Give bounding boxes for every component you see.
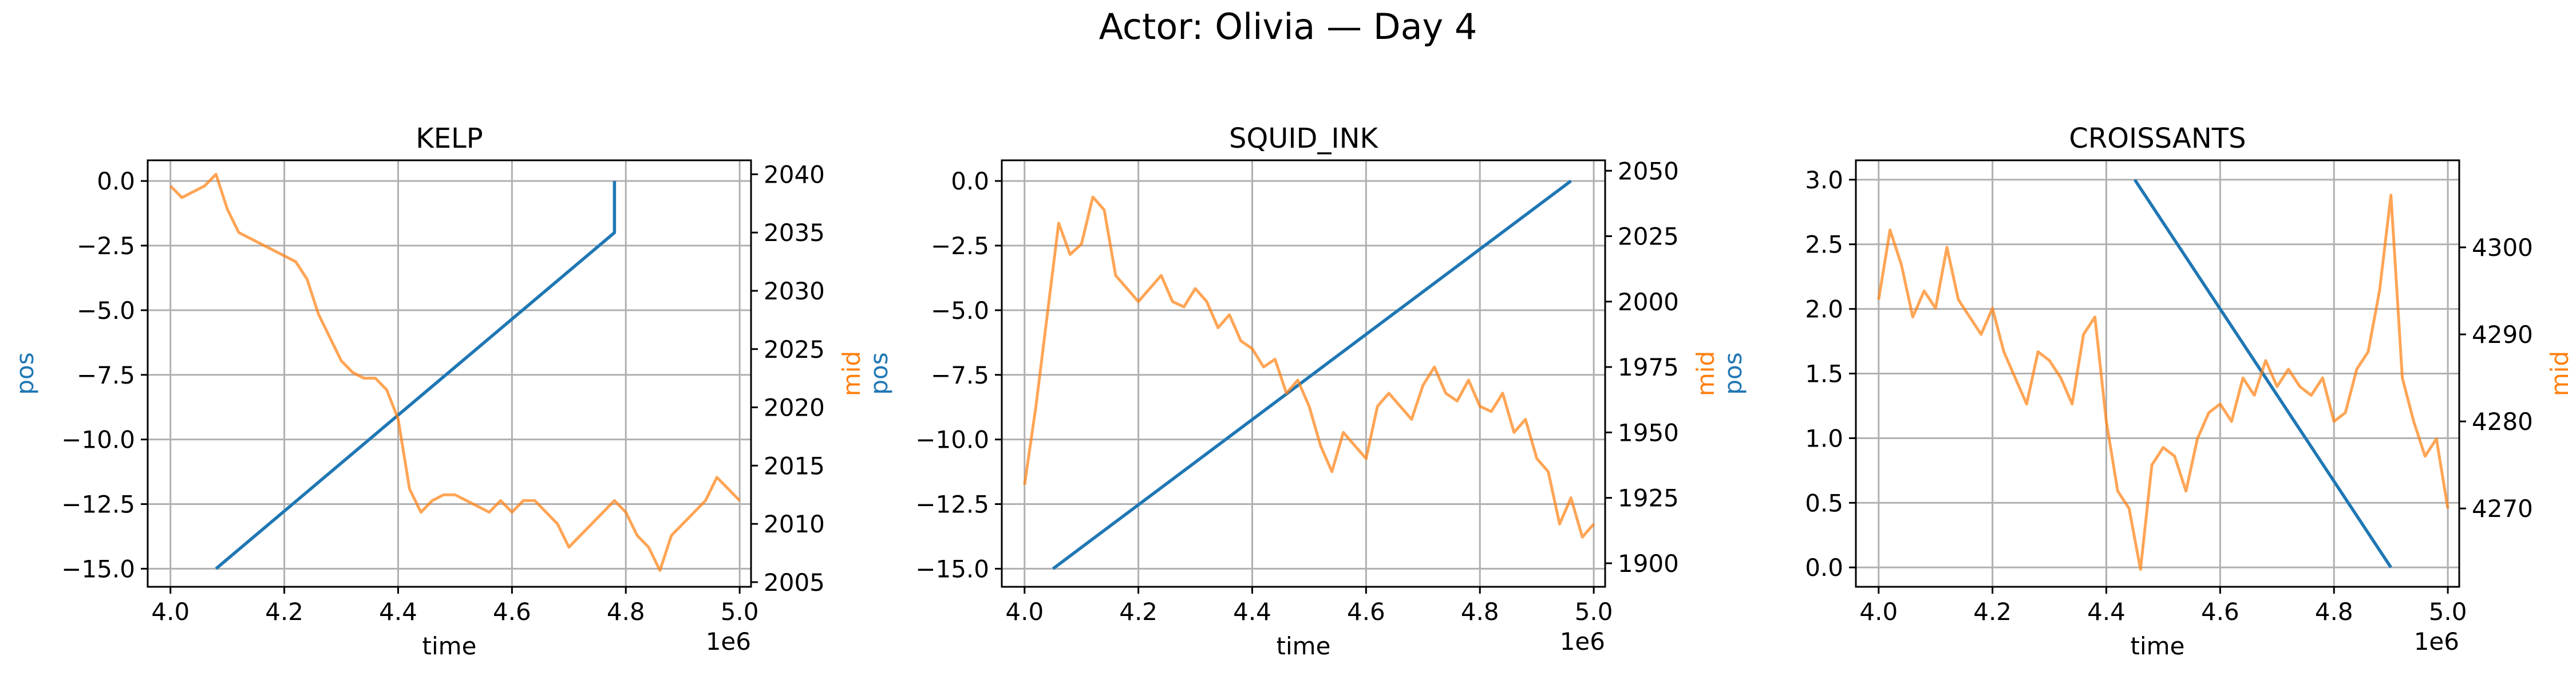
plot-frame [1001,159,1606,588]
x-axis-label: time [422,632,477,660]
x-tick-label: 4.0 [151,598,189,626]
series-line-pos [215,181,617,570]
series-line-mid [1023,195,1595,539]
y-tick-label: −15.0 [915,555,989,583]
y-tick-label: 0.0 [97,167,135,195]
figure-title: Actor: Olivia — Day 4 [1099,6,1477,48]
y-tick-label: −2.5 [931,232,989,260]
y2-tick-label: 4270 [2472,495,2533,523]
subplot-croissants: 4.0 4.2 4.4 4.6 4.8 5.0 3.0 2.5 2.0 1.5 1.0 0.5 0.0 4… [1719,123,2574,660]
y-axis-label: pos [865,352,893,394]
x-tick-label: 4.2 [1973,598,2012,626]
series-line-mid [1877,194,2449,571]
y-tick-label: −7.5 [77,361,135,389]
subplot-kelp: 4.0 4.2 4.4 4.6 4.8 5.0 0.0 −2.5 −5.0 −7.5 −10.0 −1… [11,123,866,660]
y2-tick-label: 1900 [1618,550,1679,578]
y-tick-label: −10.0 [915,426,989,454]
y-tick-label: −15.0 [61,555,135,583]
x-axis-label: time [1277,632,1331,660]
y2-tick-label: 2010 [764,510,825,538]
y2-tick-label: 2000 [1618,288,1679,316]
x-tick-label: 4.8 [607,598,645,626]
y-tick-label: −10.0 [61,426,135,454]
y2-tick-label: 2035 [764,219,825,247]
x-offset-label: 1e6 [1560,627,1605,656]
y2-tick-label: 2015 [764,452,825,480]
y2-tick-label: 2005 [764,568,825,597]
x-tick-label: 4.2 [265,598,303,626]
y-tick-label: −5.0 [931,297,989,325]
x-tick-label: 4.4 [2087,598,2125,626]
y-tick-label: 1.5 [1805,360,1843,388]
y2-tick-label: 2020 [764,394,825,422]
y-tick-label: −12.5 [915,491,989,519]
y2-tick-label: 4300 [2472,234,2533,262]
x-tick-label: 4.8 [1461,598,1499,626]
subplot-squid-ink: 4.0 4.2 4.4 4.6 4.8 5.0 0.0 −2.5 −5.0 −7.5 −10.0 −1… [865,123,1720,660]
x-tick-label: 5.0 [2429,598,2467,626]
x-tick-label: 4.2 [1119,598,1157,626]
y-tick-label: −7.5 [931,361,989,389]
y2-tick-label: 2040 [764,160,825,188]
y-tick-label: 2.0 [1805,295,1843,323]
x-tick-label: 4.6 [2201,598,2239,626]
y-tick-label: 0.0 [1805,554,1843,582]
x-offset-label: 1e6 [706,627,751,656]
y2-tick-label: 2025 [764,335,825,364]
x-tick-label: 4.6 [1347,598,1385,626]
y-tick-label: −5.0 [77,297,135,325]
y2-tick-label: 4290 [2472,321,2533,349]
subplot-title: CROISSANTS [2069,123,2246,155]
subplot-title: SQUID_INK [1229,123,1379,155]
y2-axis-label: mid [1692,351,1720,396]
y-tick-label: 0.5 [1805,489,1843,517]
subplots: 4.0 4.2 4.4 4.6 4.8 5.0 0.0 −2.5 −5.0 −7.5 −10.0 −1… [11,123,2574,660]
y2-tick-label: 1925 [1618,484,1679,512]
y-tick-label: 2.5 [1805,231,1843,259]
x-tick-label: 5.0 [1575,598,1613,626]
y2-tick-label: 1950 [1618,418,1679,447]
y-axis-label: pos [1719,352,1747,394]
x-tick-label: 4.0 [1005,598,1044,626]
x-tick-label: 4.0 [1859,598,1898,626]
y-tick-label: −12.5 [61,491,135,519]
y2-tick-label: 4280 [2472,408,2533,436]
x-tick-label: 4.8 [2315,598,2353,626]
subplot-title: KELP [416,123,483,155]
y2-axis-label: mid [837,351,866,396]
x-tick-label: 5.0 [721,598,759,626]
x-tick-label: 4.4 [379,598,417,626]
y2-tick-label: 1975 [1618,353,1679,381]
plot-frame [147,159,752,588]
x-axis-label: time [2131,632,2185,660]
series-line-pos [1052,179,1572,570]
series-line-mid [169,172,741,572]
x-offset-label: 1e6 [2414,627,2459,656]
x-tick-label: 4.4 [1233,598,1271,626]
y-tick-label: 1.0 [1805,424,1843,452]
y-tick-label: −2.5 [77,232,135,260]
y2-tick-label: 2050 [1618,157,1679,185]
y-tick-label: 3.0 [1805,166,1843,194]
y-tick-label: 0.0 [951,167,989,195]
y2-axis-label: mid [2546,351,2574,396]
y2-tick-label: 2030 [764,277,825,305]
y2-tick-label: 2025 [1618,223,1679,251]
y-axis-label: pos [11,352,39,394]
x-tick-label: 4.6 [493,598,531,626]
